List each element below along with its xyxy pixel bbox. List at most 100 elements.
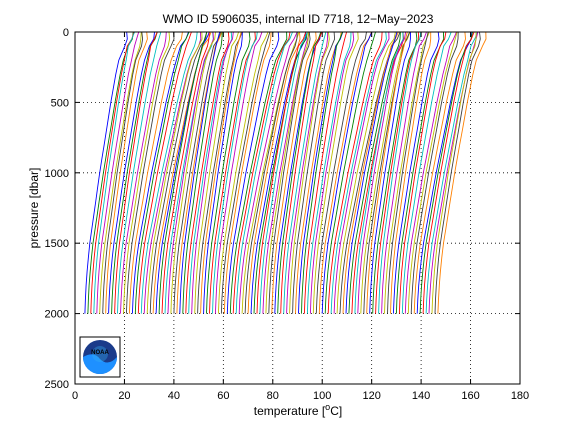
- profile-line-51: [232, 32, 291, 314]
- profile-line-14: [123, 32, 171, 314]
- profile-line-57: [250, 32, 307, 314]
- profile-line-82: [324, 32, 376, 314]
- profile-line-88: [342, 32, 399, 314]
- profile-line-29: [167, 32, 214, 314]
- profile-line-27: [161, 32, 210, 314]
- profile-line-20: [140, 32, 198, 314]
- profile-line-64: [271, 32, 317, 314]
- profile-line-50: [229, 32, 288, 314]
- profile-line-45: [214, 32, 263, 314]
- profile-line-97: [369, 32, 411, 314]
- profile-line-53: [238, 32, 298, 314]
- noaa-logo: NOAA: [79, 336, 121, 378]
- profile-line-48: [223, 32, 272, 314]
- profile-line-72: [295, 32, 342, 314]
- profile-line-8: [105, 32, 148, 314]
- profile-line-38: [194, 32, 240, 314]
- x-axis-label-suffix: C]: [330, 404, 342, 418]
- x-tick-label-100: 100: [313, 390, 331, 402]
- profile-line-98: [372, 32, 418, 314]
- profile-line-120: [437, 32, 487, 314]
- profile-line-22: [146, 32, 203, 314]
- profile-line-83: [327, 32, 383, 314]
- profile-line-99: [375, 32, 420, 314]
- profile-line-70: [289, 32, 330, 314]
- profile-line-30: [170, 32, 216, 314]
- profile-line-81: [321, 32, 373, 314]
- profile-line-63: [268, 32, 311, 314]
- profile-line-119: [434, 32, 481, 314]
- profile-line-5: [96, 32, 140, 314]
- profile-line-9: [108, 32, 155, 314]
- profile-line-115: [422, 32, 475, 314]
- profile-line-77: [309, 32, 355, 314]
- profile-line-78: [312, 32, 359, 314]
- profile-line-58: [253, 32, 308, 314]
- x-tick-label-40: 40: [168, 390, 180, 402]
- logo-wave: [83, 354, 117, 374]
- x-axis-label: temperature [oC]: [254, 402, 342, 418]
- profile-line-75: [303, 32, 348, 314]
- profile-line-11: [114, 32, 158, 314]
- logo-sky: [92, 346, 108, 362]
- y-axis-label: pressure [dbar]: [27, 168, 41, 249]
- profile-line-35: [185, 32, 230, 314]
- y-tick-label-500: 500: [51, 97, 69, 109]
- profile-line-114: [419, 32, 473, 314]
- profile-line-16: [128, 32, 183, 314]
- profile-line-42: [206, 32, 251, 314]
- profile-line-111: [410, 32, 459, 314]
- profile-line-112: [413, 32, 466, 314]
- profile-line-102: [384, 32, 430, 314]
- profile-line-104: [390, 32, 432, 314]
- y-tick-label-2000: 2000: [45, 309, 69, 321]
- profile-line-116: [425, 32, 479, 314]
- profile-line-106: [395, 32, 445, 314]
- profile-line-61: [262, 32, 310, 314]
- profile-line-60: [259, 32, 308, 314]
- profile-line-66: [277, 32, 322, 314]
- profile-line-34: [182, 32, 223, 314]
- profile-line-59: [256, 32, 307, 314]
- profile-line-90: [348, 32, 401, 314]
- profile-line-68: [283, 32, 327, 314]
- chart-title: WMO ID 5906035, internal ID 7718, 12−May…: [163, 12, 434, 26]
- profile-line-18: [134, 32, 190, 314]
- profile-line-26: [158, 32, 208, 314]
- profile-line-96: [366, 32, 408, 314]
- x-tick-label-60: 60: [217, 390, 229, 402]
- profile-line-92: [354, 32, 404, 314]
- profile-line-103: [387, 32, 429, 314]
- y-tick-label-2500: 2500: [45, 379, 69, 391]
- profile-line-108: [401, 32, 452, 314]
- x-tick-label-160: 160: [461, 390, 479, 402]
- profile-line-44: [212, 32, 258, 314]
- profile-line-113: [416, 32, 472, 314]
- profile-line-79: [315, 32, 367, 314]
- logo-text: NOAA: [91, 350, 109, 356]
- y-tick-label-1500: 1500: [45, 238, 69, 250]
- profile-line-76: [306, 32, 352, 314]
- profile-line-33: [179, 32, 221, 314]
- profile-line-89: [345, 32, 398, 314]
- profile-line-1: [84, 32, 128, 314]
- profile-series-group: [84, 32, 487, 314]
- profile-line-101: [381, 32, 427, 314]
- profile-line-31: [173, 32, 222, 314]
- profile-line-37: [191, 32, 234, 314]
- profile-line-109: [404, 32, 457, 314]
- profile-line-69: [286, 32, 329, 314]
- profile-line-12: [117, 32, 162, 314]
- profile-line-107: [398, 32, 447, 314]
- profile-line-74: [301, 32, 344, 314]
- x-tick-label-120: 120: [362, 390, 380, 402]
- profile-line-71: [292, 32, 336, 314]
- profile-line-4: [93, 32, 136, 314]
- profile-line-94: [360, 32, 411, 314]
- profile-line-73: [298, 32, 344, 314]
- profile-line-86: [336, 32, 396, 314]
- profile-line-55: [244, 32, 298, 314]
- y-axis-ticks: 0 500 1000 1500 2000 2500: [45, 27, 520, 391]
- profile-line-6: [99, 32, 142, 314]
